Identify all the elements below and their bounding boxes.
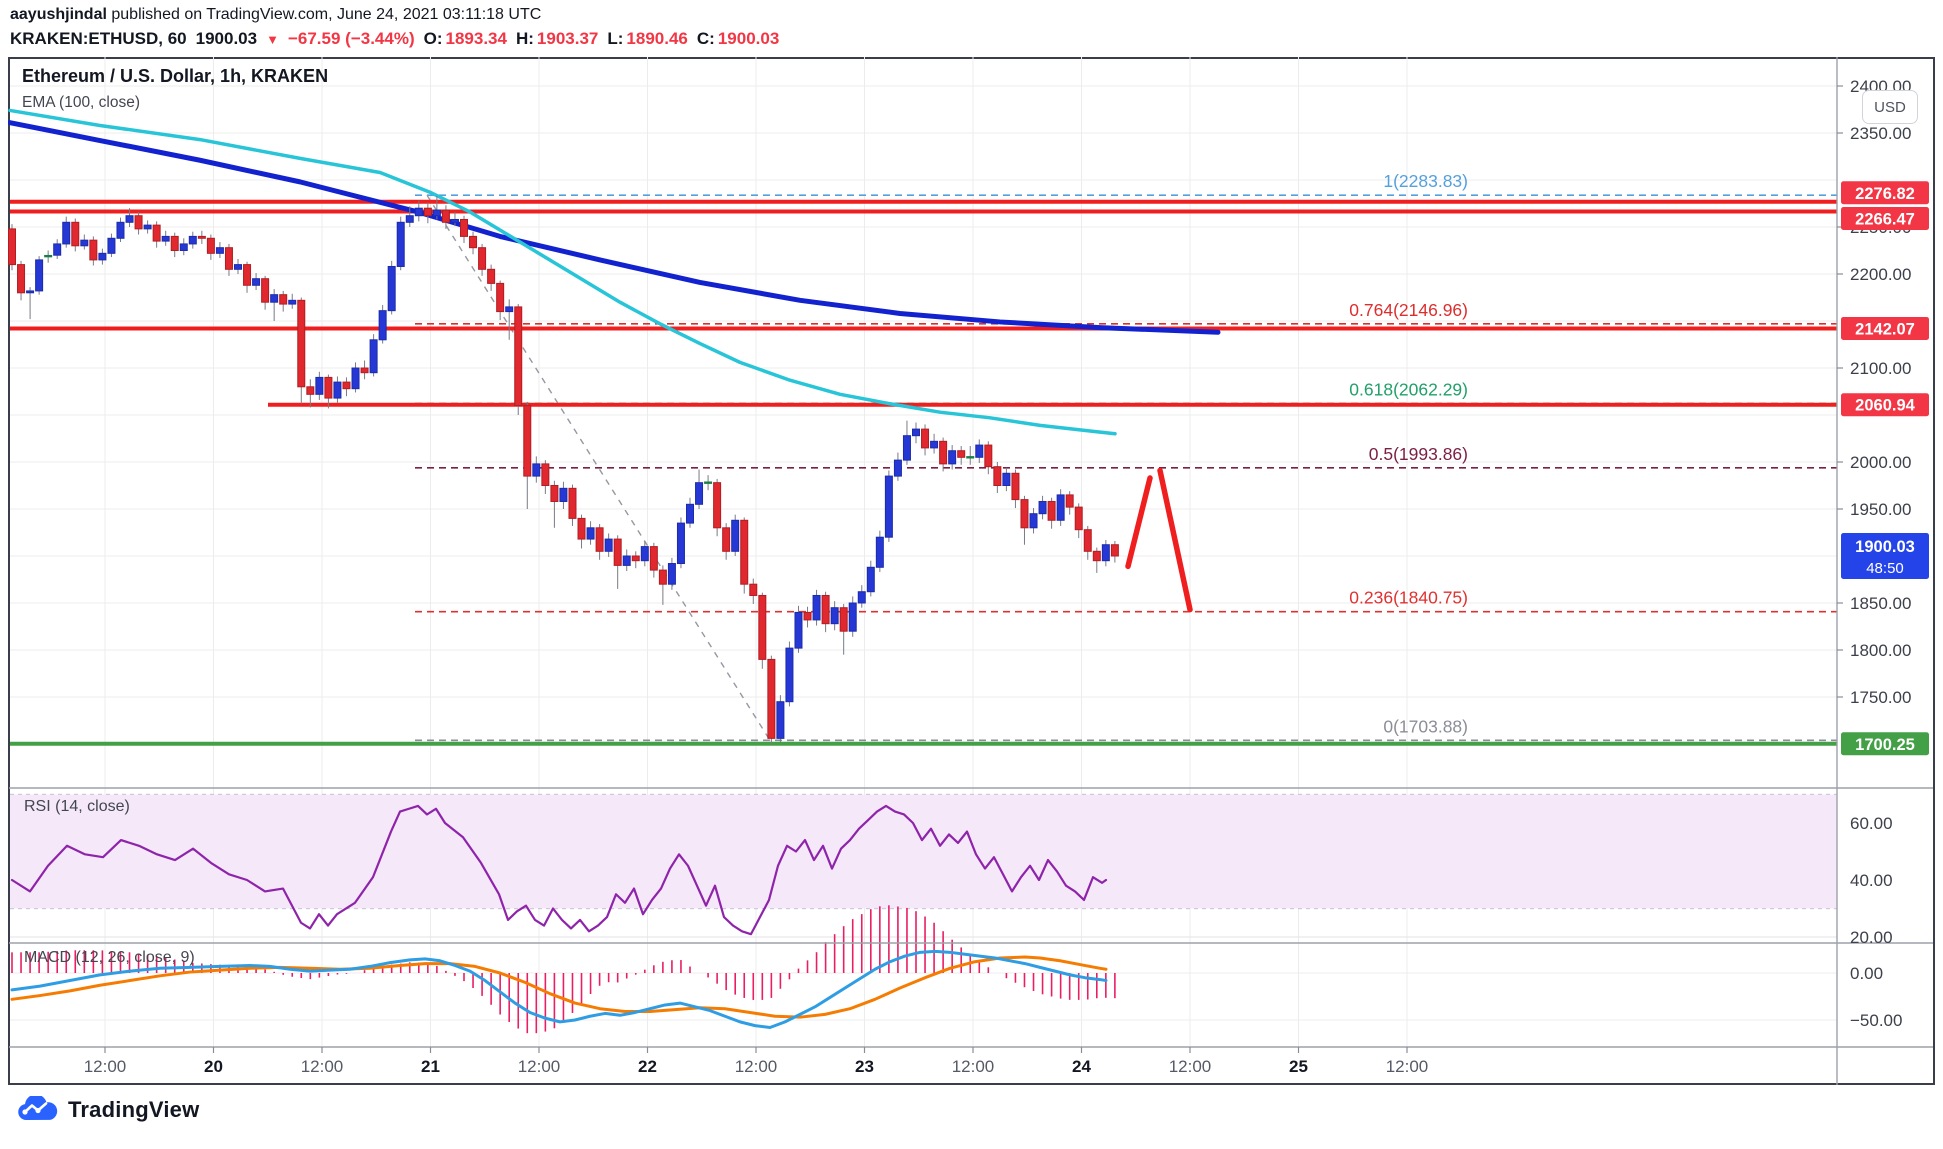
high-value: 1903.37 [536,29,599,48]
rsi-line [10,804,1108,936]
svg-text:2276.82: 2276.82 [1855,185,1915,203]
rsi-indicator-label[interactable]: RSI (14, close) [24,798,130,815]
macd-tick-label: −50.00 [1850,1011,1902,1030]
time-tick-label: 12:00 [84,1057,127,1076]
svg-text:1700.25: 1700.25 [1855,736,1915,754]
series[interactable] [8,108,1221,1034]
low-value: 1890.46 [626,29,688,48]
author-name: aayushjindal [10,6,107,23]
tradingview-logo[interactable]: TradingView [16,1096,199,1124]
rsi-tick-label: 40.00 [1850,871,1893,890]
currency-toggle-button[interactable]: USD [1862,90,1918,124]
candles[interactable] [8,195,1119,744]
time-tick-label: 12:00 [952,1057,995,1076]
svg-text:2142.07: 2142.07 [1855,320,1915,338]
time-tick-label: 21 [421,1057,440,1076]
cloud-logo-icon [18,1096,58,1120]
svg-text:1900.03: 1900.03 [1855,538,1915,556]
fib-level-label: 0.764(2146.96) [1349,300,1468,320]
rsi-tick-label: 20.00 [1850,928,1893,947]
levels[interactable]: 1(2283.83) 0.764(2146.96) 0.618(2062.29) 0.… [10,171,1837,746]
macd-line [10,949,1108,1030]
ema-indicator-label[interactable]: EMA (100, close) [22,94,141,111]
macd-signal-line [10,955,1108,1019]
chart-frame [8,57,1935,1085]
price-tick-label: 1950.00 [1850,500,1911,519]
price-badge: 2276.82 [1841,181,1929,205]
price-badge: 2266.47 [1841,207,1929,231]
drawn-arrow[interactable] [1157,467,1193,613]
byline-text: published on TradingView.com, June 24, 2… [106,6,542,23]
price-tick-label: 2000.00 [1850,453,1911,472]
time-tick-label: 25 [1289,1057,1308,1076]
price-badge: 2060.94 [1841,393,1929,417]
open-value: 1893.34 [445,29,507,48]
time-tick-label: 12:00 [518,1057,561,1076]
time-tick-label: 23 [855,1057,874,1076]
macd-tick-label: 0.00 [1850,964,1883,983]
fib-level-label: 1(2283.83) [1383,171,1468,191]
price-tick-label: 1800.00 [1850,641,1911,660]
time-tick-label: 12:00 [735,1057,778,1076]
time-tick-label: 22 [638,1057,657,1076]
byline: aayushjindal published on TradingView.co… [10,6,541,24]
low-label: L: [607,29,624,48]
chart-title: Ethereum / U.S. Dollar, 1h, KRAKEN [22,66,329,86]
price-badge: 1900.03 48:50 [1841,532,1929,579]
symbol-info-bar: KRAKEN:ETHUSD, 60 1900.03 ▼ −67.59 (−3.4… [10,29,779,49]
time-tick-label: 20 [204,1057,223,1076]
svg-text:2060.94: 2060.94 [1855,397,1915,415]
drawn-arrow[interactable] [1125,475,1153,570]
fib-level-label: 0(1703.88) [1383,716,1468,736]
down-triangle-icon: ▼ [266,32,279,47]
symbol-label: KRAKEN:ETHUSD, 60 [10,29,187,48]
ema-cyan-line [8,108,1117,436]
price-change: −67.59 (−3.44%) [287,29,415,48]
time-tick-label: 24 [1072,1057,1091,1076]
ema-blue-line [8,120,1221,335]
open-label: O: [423,29,443,48]
price-badge: 1700.25 [1841,732,1929,756]
fib-level-label: 0.618(2062.29) [1349,379,1468,399]
rsi-tick-label: 60.00 [1850,814,1893,833]
price-badge: 2142.07 [1841,316,1929,340]
svg-text:48:50: 48:50 [1866,560,1904,577]
close-value: 1900.03 [717,29,780,48]
time-tick-label: 12:00 [1169,1057,1212,1076]
rsi-band [10,794,1837,909]
high-label: H: [515,29,534,48]
logo-text: TradingView [68,1097,200,1122]
price-tick-label: 1750.00 [1850,688,1911,707]
time-tick-label: 12:00 [301,1057,344,1076]
price-chart[interactable]: 1(2283.83) 0.764(2146.96) 0.618(2062.29) 0.… [8,57,1935,1085]
price-tick-label: 2200.00 [1850,265,1911,284]
last-price: 1900.03 [195,29,258,48]
macd-indicator-label[interactable]: MACD (12, 26, close, 9) [24,949,195,966]
fib-level-label: 0.5(1993.86) [1369,444,1468,464]
price-tick-label: 2350.00 [1850,124,1911,143]
time-tick-label: 12:00 [1386,1057,1429,1076]
price-tick-label: 1850.00 [1850,594,1911,613]
price-tick-label: 2100.00 [1850,359,1911,378]
close-label: C: [696,29,715,48]
fib-level-label: 0.236(1840.75) [1349,588,1468,608]
svg-text:2266.47: 2266.47 [1855,211,1915,229]
